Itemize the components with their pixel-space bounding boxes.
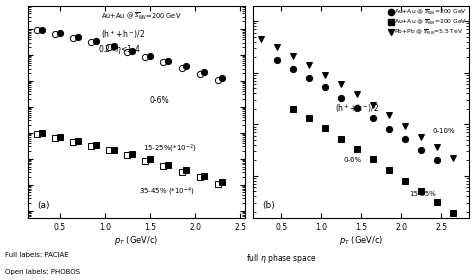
Text: Au+Au @ $\overline{s}_{NN}$=200 GeV: Au+Au @ $\overline{s}_{NN}$=200 GeV bbox=[100, 11, 181, 22]
Text: (h$^+$+h$^-$)/2: (h$^+$+h$^-$)/2 bbox=[335, 102, 379, 115]
Text: (a): (a) bbox=[37, 201, 50, 210]
Text: 35-45% (*10$^{-4}$): 35-45% (*10$^{-4}$) bbox=[138, 186, 195, 198]
Legend: Au+Au @ $\overline{s}_{NN}$=200 GeV, Au+Au @ $\overline{s}_{NN}$=200 GeV, Pb+Pb : Au+Au @ $\overline{s}_{NN}$=200 GeV, Au+… bbox=[388, 7, 468, 38]
Text: 15-25%(*10$^{-2}$): 15-25%(*10$^{-2}$) bbox=[143, 143, 197, 155]
Text: 0.2<$\eta$<1.4: 0.2<$\eta$<1.4 bbox=[98, 43, 140, 56]
Text: 0-10%: 0-10% bbox=[432, 128, 455, 134]
Text: (b): (b) bbox=[262, 201, 274, 210]
Text: full $\eta$ phase space: full $\eta$ phase space bbox=[246, 252, 317, 265]
Text: 15-25%: 15-25% bbox=[409, 191, 436, 197]
X-axis label: $p_T$ (GeV/c): $p_T$ (GeV/c) bbox=[114, 234, 159, 247]
Text: Open labels: PHOBOS: Open labels: PHOBOS bbox=[5, 269, 80, 275]
Text: 0-6%: 0-6% bbox=[149, 96, 169, 105]
Text: (h$^+$+h$^-$)/2: (h$^+$+h$^-$)/2 bbox=[101, 28, 146, 41]
X-axis label: $p_T$ (GeV/c): $p_T$ (GeV/c) bbox=[339, 234, 383, 247]
Text: Full labels: PACIAE: Full labels: PACIAE bbox=[5, 252, 68, 258]
Text: 0-6%: 0-6% bbox=[344, 157, 362, 163]
